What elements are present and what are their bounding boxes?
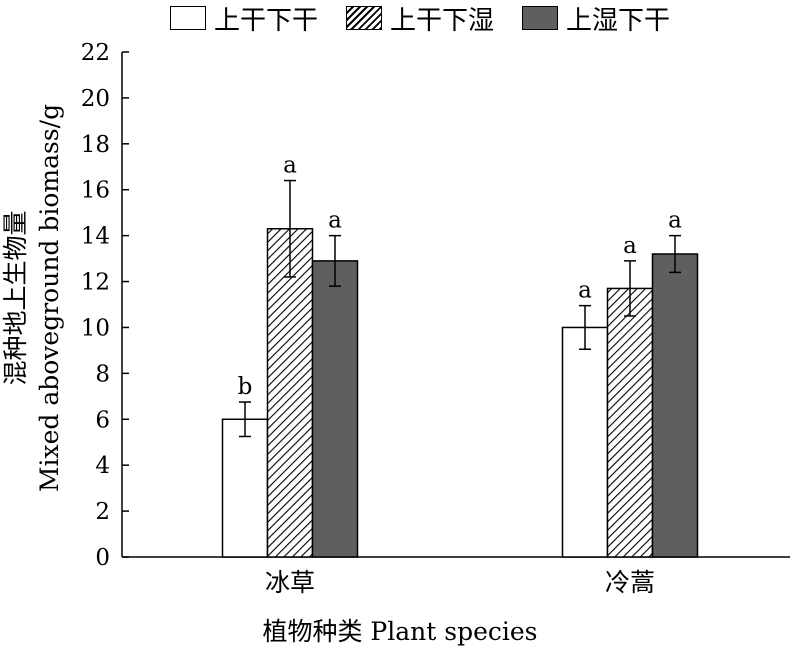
bar xyxy=(561,326,609,558)
y-tick-label: 12 xyxy=(81,270,110,296)
y-tick-label: 18 xyxy=(81,132,110,158)
bar xyxy=(606,287,654,558)
legend-label: 上湿下干 xyxy=(566,5,671,36)
significance-letter: b xyxy=(238,374,253,400)
y-tick-label: 0 xyxy=(95,545,110,571)
legend: 上干下干 上干下湿 上湿下干 xyxy=(170,0,698,36)
legend-item-wet-dry: 上湿下干 xyxy=(522,0,670,37)
y-tick-label: 2 xyxy=(95,499,110,525)
legend-item-dry-wet: 上干下湿 xyxy=(346,0,494,37)
y-tick-label: 8 xyxy=(95,361,110,387)
legend-label: 上干下干 xyxy=(214,5,319,36)
y-tick-label: 22 xyxy=(81,40,110,66)
significance-letter: a xyxy=(328,208,342,234)
y-tick-label: 4 xyxy=(95,453,110,479)
bar xyxy=(266,228,314,558)
bar xyxy=(651,253,699,558)
y-tick-label: 10 xyxy=(81,315,110,341)
bar xyxy=(311,260,359,558)
y-axis-title-en: Mixed aboveground biomass/g xyxy=(35,104,64,492)
significance-letter: a xyxy=(668,208,682,234)
x-tick-label: 冰草 xyxy=(265,568,315,597)
significance-letter: a xyxy=(578,278,592,304)
x-axis-title: 植物种类 Plant species xyxy=(262,617,538,646)
x-tick-label: 冷蒿 xyxy=(605,568,655,597)
legend-item-dry-dry: 上干下干 xyxy=(170,0,318,37)
significance-letter: a xyxy=(623,233,637,259)
legend-swatch-dark xyxy=(522,6,559,30)
bar xyxy=(221,418,269,558)
y-tick-label: 6 xyxy=(95,407,110,433)
y-tick-label: 20 xyxy=(81,86,110,112)
y-tick-label: 14 xyxy=(81,224,110,250)
legend-swatch-hatch xyxy=(346,6,383,30)
y-axis-title-cn: 混种地上生物量 xyxy=(1,210,30,385)
legend-label: 上干下湿 xyxy=(390,5,495,36)
y-tick-label: 16 xyxy=(81,178,110,204)
significance-letter: a xyxy=(283,153,297,179)
legend-swatch-white xyxy=(170,6,206,30)
